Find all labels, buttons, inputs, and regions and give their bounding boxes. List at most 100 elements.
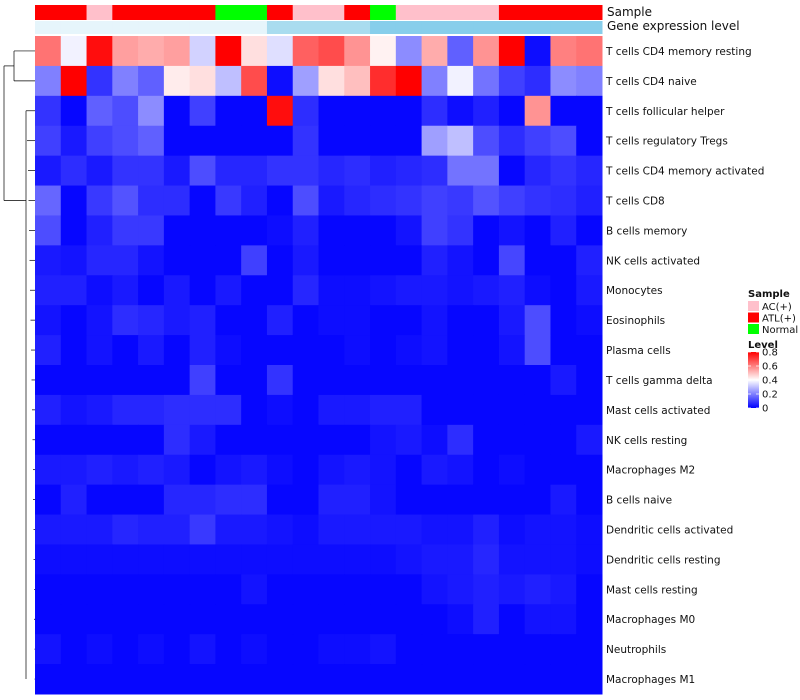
heatmap-cell — [266, 424, 294, 456]
heatmap-cell — [344, 155, 371, 187]
heatmap-cell — [241, 305, 268, 336]
sample-annotation-cell — [498, 5, 526, 20]
heatmap-cell — [60, 664, 88, 695]
heatmap-cell — [292, 664, 319, 695]
heatmap-cell — [447, 155, 474, 187]
heatmap-cell — [473, 454, 500, 486]
heatmap-cells — [35, 36, 603, 695]
heatmap-cell — [576, 36, 603, 67]
heatmap-cell — [35, 664, 62, 695]
sample-annotation-cell — [370, 5, 397, 20]
sample-legend-label: ATL(+) — [762, 314, 796, 325]
expression-annotation-cell — [524, 21, 551, 34]
heatmap-cell — [60, 634, 88, 665]
row-label: Macrophages M1 — [606, 674, 695, 686]
expression-annotation-cell — [550, 21, 577, 34]
heatmap-cell — [421, 155, 448, 187]
heatmap-cell — [86, 664, 113, 695]
row-dendrogram — [3, 50, 35, 680]
heatmap-cell — [447, 335, 474, 366]
heatmap-cell — [473, 365, 500, 396]
heatmap-cell — [138, 574, 165, 605]
heatmap-cell — [215, 185, 242, 216]
heatmap-cell — [163, 155, 191, 187]
heatmap-cell — [498, 634, 526, 665]
heatmap-cell — [266, 454, 294, 486]
heatmap-cell — [550, 155, 577, 187]
heatmap-cell — [344, 664, 371, 695]
heatmap-cell — [266, 65, 294, 97]
heatmap-cell — [266, 36, 294, 67]
heatmap-cell — [241, 95, 268, 127]
row-label: T cells CD4 memory resting — [605, 46, 752, 58]
heatmap-cell — [35, 574, 62, 605]
heatmap-cell — [318, 394, 345, 426]
heatmap-cell — [292, 604, 319, 635]
sample-annotation-cell — [60, 5, 88, 20]
heatmap-cell — [370, 454, 397, 486]
heatmap-cell — [395, 245, 423, 276]
heatmap-cell — [498, 185, 526, 216]
heatmap-cell — [344, 604, 371, 635]
heatmap-cell — [370, 335, 397, 366]
heatmap-cell — [292, 335, 319, 366]
expression-annotation-cell — [292, 21, 319, 34]
heatmap-cell — [35, 245, 62, 276]
heatmap-cell — [421, 574, 448, 605]
heatmap-cell — [138, 454, 165, 486]
heatmap-cell — [318, 335, 345, 366]
row-label: Macrophages M0 — [606, 614, 695, 626]
heatmap-cell — [447, 215, 474, 246]
level-legend-tick-label: 0.2 — [762, 390, 778, 401]
heatmap-cell — [112, 65, 139, 97]
heatmap-cell — [189, 634, 216, 665]
expression-annotation-cell — [344, 21, 371, 34]
heatmap-cell — [318, 454, 345, 486]
heatmap-cell — [447, 365, 474, 396]
heatmap-cell — [524, 125, 551, 157]
heatmap-cell — [344, 305, 371, 336]
heatmap-cell — [138, 424, 165, 456]
heatmap-cell — [163, 664, 191, 695]
row-label: Monocytes — [606, 285, 663, 297]
heatmap-cell — [292, 544, 319, 575]
heatmap-cell — [498, 514, 526, 545]
heatmap-cell — [215, 335, 242, 366]
heatmap-cell — [86, 305, 113, 336]
sample-legend-label: AC(+) — [762, 302, 792, 313]
heatmap-cell — [524, 305, 551, 336]
heatmap-cell — [576, 275, 603, 306]
heatmap-cell — [215, 245, 242, 276]
heatmap-cell — [550, 36, 577, 67]
heatmap-cell — [395, 36, 423, 67]
sample-annotation-cell — [473, 5, 500, 20]
heatmap-cell — [370, 604, 397, 635]
heatmap-cell — [498, 335, 526, 366]
heatmap-cell — [498, 95, 526, 127]
heatmap-cell — [60, 424, 88, 456]
heatmap-cell — [60, 185, 88, 216]
sample-annotation-cell — [215, 5, 242, 20]
sample-annotation-cell — [138, 5, 165, 20]
heatmap-cell — [344, 215, 371, 246]
heatmap-cell — [421, 185, 448, 216]
heatmap-cell — [421, 36, 448, 67]
heatmap-cell — [550, 574, 577, 605]
heatmap-cell — [138, 634, 165, 665]
heatmap-cell — [138, 394, 165, 426]
heatmap-cell — [576, 454, 603, 486]
expression-annotation-cell — [215, 21, 242, 34]
heatmap-cell — [318, 275, 345, 306]
heatmap-cell — [266, 185, 294, 216]
heatmap-cell — [266, 245, 294, 276]
heatmap-cell — [60, 514, 88, 545]
heatmap-cell — [473, 634, 500, 665]
heatmap-cell — [86, 36, 113, 67]
heatmap-cell — [292, 185, 319, 216]
heatmap-cell — [266, 365, 294, 396]
heatmap-cell — [318, 155, 345, 187]
heatmap-cell — [266, 95, 294, 127]
heatmap-cell — [266, 394, 294, 426]
heatmap-cell — [86, 185, 113, 216]
heatmap-cell — [395, 454, 423, 486]
